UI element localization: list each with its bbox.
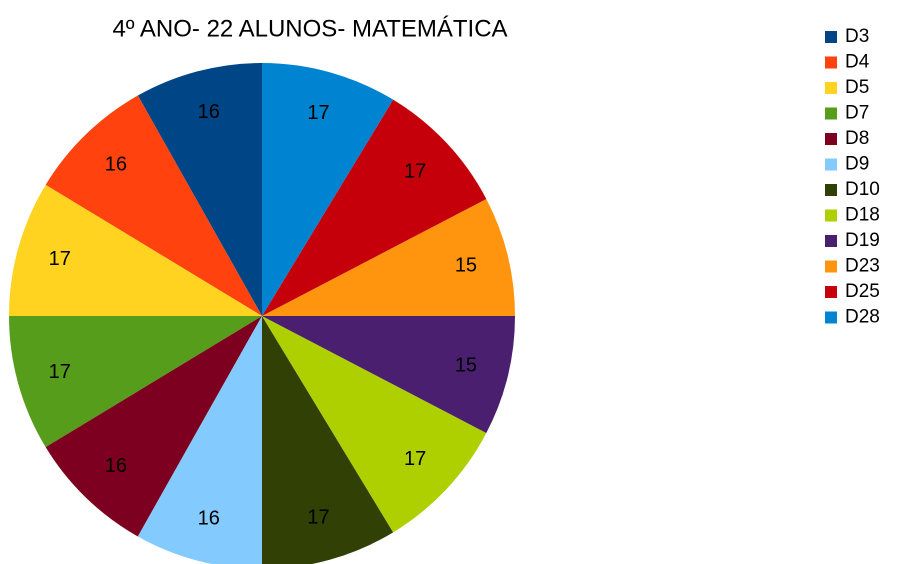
legend-swatch [825, 184, 837, 196]
legend-label: D7 [845, 103, 869, 124]
legend-swatch [825, 107, 837, 120]
data-label: 17 [49, 361, 71, 383]
legend-label: D3 [845, 26, 869, 47]
legend-label: D10 [845, 179, 880, 200]
legend-label: D8 [845, 128, 869, 149]
pie-slice [262, 316, 394, 564]
legend-swatch [825, 82, 837, 94]
data-label: 17 [49, 248, 71, 270]
legend-swatch [825, 133, 837, 145]
data-label: 16 [198, 101, 220, 123]
pie-slice [9, 184, 262, 316]
pie-slice [137, 316, 262, 564]
legend-label: D23 [845, 256, 880, 277]
data-label: 16 [105, 153, 127, 175]
legend-swatch [825, 56, 837, 69]
pie-slice [262, 63, 394, 316]
data-label: 17 [307, 102, 329, 124]
pie-slice [262, 198, 515, 316]
data-label: 15 [455, 254, 477, 276]
legend-label: D4 [845, 52, 870, 73]
pie-slice [262, 99, 487, 316]
legend-swatch [825, 235, 837, 247]
legend-swatch [825, 260, 837, 273]
legend-swatch [825, 209, 837, 222]
data-label: 16 [105, 455, 127, 477]
legend-label: D18 [845, 205, 880, 226]
data-label: 15 [455, 354, 477, 376]
legend-label: D9 [845, 154, 869, 175]
data-label: 17 [307, 507, 329, 529]
legend-label: D5 [845, 77, 869, 98]
pie-slice [45, 95, 262, 316]
pie-slice [137, 63, 262, 316]
pie-slice [262, 316, 515, 434]
pie-slice [9, 316, 262, 448]
legend-swatch [825, 311, 837, 324]
legend-swatch [825, 286, 837, 298]
pie-slice [45, 316, 262, 537]
legend-label: D28 [845, 307, 880, 328]
legend-swatch [825, 31, 837, 43]
legend-swatch [825, 158, 837, 171]
chart-title: 4º ANO- 22 ALUNOS- MATEMÁTICA [112, 15, 507, 42]
legend-label: D19 [845, 230, 880, 251]
data-label: 17 [404, 448, 426, 470]
data-label: 16 [198, 507, 220, 529]
pie-slice [262, 316, 487, 533]
data-label: 17 [404, 161, 426, 183]
legend-label: D25 [845, 281, 880, 302]
